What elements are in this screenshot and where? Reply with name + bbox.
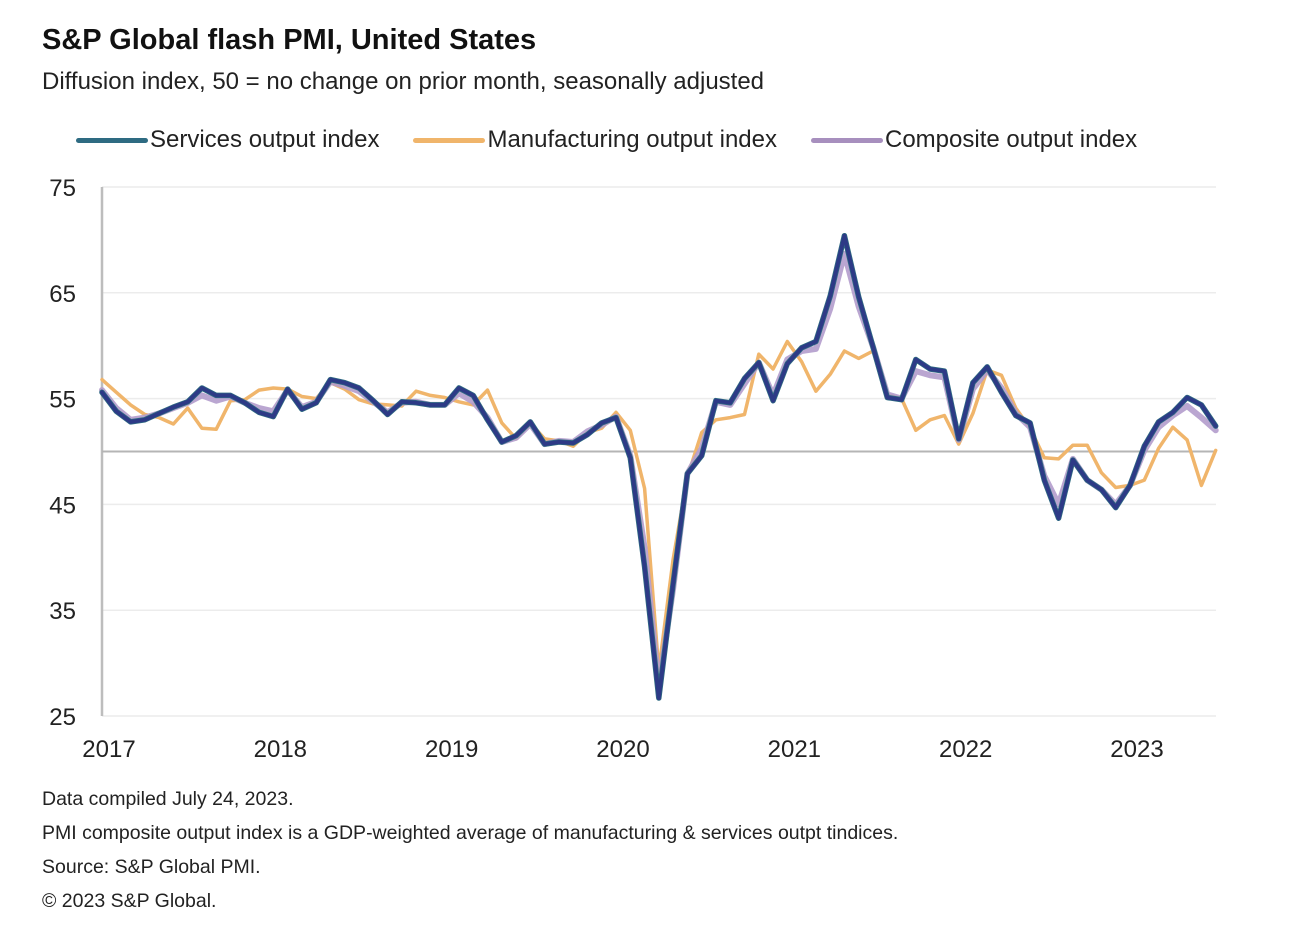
legend-item-composite: Composite output index <box>811 126 1137 154</box>
footer-source: Source: S&P Global PMI. <box>42 856 261 878</box>
x-tick-label: 2021 <box>768 736 821 763</box>
legend-swatch-composite <box>811 137 883 143</box>
x-tick-label: 2018 <box>254 736 307 763</box>
footer-data-compiled: Data compiled July 24, 2023. <box>42 788 294 810</box>
series-line-services-output-index <box>100 233 1218 700</box>
series-line-composite-output-index <box>99 250 1219 690</box>
y-tick-label: 65 <box>49 281 76 308</box>
x-tick-label: 2017 <box>82 736 135 763</box>
legend-swatch-services <box>76 137 148 143</box>
y-tick-label: 35 <box>49 598 76 625</box>
y-tick-label: 25 <box>49 704 76 731</box>
x-tick-label: 2019 <box>425 736 478 763</box>
x-tick-label: 2020 <box>596 736 649 763</box>
footer-copyright: © 2023 S&P Global. <box>42 890 217 912</box>
chart-footer: Data compiled July 24, 2023. PMI composi… <box>42 782 898 918</box>
chart-legend: Services output index Manufacturing outp… <box>76 126 1171 154</box>
legend-label-manufacturing: Manufacturing output index <box>487 126 777 153</box>
legend-swatch-manufacturing <box>413 137 486 143</box>
legend-label-composite: Composite output index <box>885 126 1138 153</box>
series-line-services-underlay <box>99 232 1219 701</box>
y-tick-label: 75 <box>49 175 76 202</box>
legend-label-services: Services output index <box>150 126 380 153</box>
y-tick-label: 55 <box>49 387 76 414</box>
series-line-manufacturing-output-index <box>100 339 1218 673</box>
y-tick-label: 45 <box>49 492 76 519</box>
x-tick-label: 2023 <box>1110 736 1163 763</box>
chart-subtitle: Diffusion index, 50 = no change on prior… <box>42 68 765 95</box>
x-tick-label: 2022 <box>939 736 992 763</box>
footer-note: PMI composite output index is a GDP-weig… <box>42 822 899 844</box>
legend-item-manufacturing: Manufacturing output index <box>413 126 777 154</box>
legend-item-services: Services output index <box>76 126 379 154</box>
chart-title: S&P Global flash PMI, United States <box>42 24 537 56</box>
